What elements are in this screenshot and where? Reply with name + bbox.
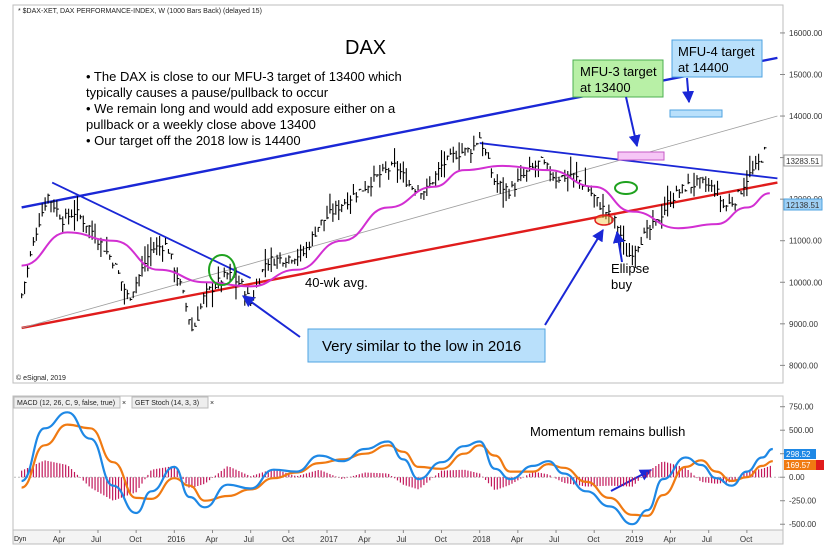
ellipse-buy-marker — [594, 214, 614, 226]
x-tick-label: 2017 — [320, 535, 338, 544]
mfu4-line-1: MFU-4 target — [678, 44, 755, 59]
x-tick-label: Oct — [282, 535, 295, 544]
current-price-tag — [783, 154, 823, 167]
price-y-tick-label: 15000.00 — [789, 70, 823, 79]
mfu4-target-box — [669, 109, 723, 118]
x-tick-label: Apr — [511, 535, 524, 544]
x-tick-label: Oct — [435, 535, 448, 544]
tab-close-icon[interactable]: × — [122, 400, 126, 407]
price-y-tick-label: 9000.00 — [789, 320, 818, 329]
x-tick-label: Apr — [53, 535, 66, 544]
annotation-arrows — [242, 77, 695, 492]
tab-macd[interactable] — [13, 396, 121, 409]
channel-downtrend-2015 — [51, 181, 252, 279]
tab-stoch-label: GET Stoch (14, 3, 3) — [135, 400, 199, 407]
price-y-tick-label: 10000.00 — [789, 278, 823, 287]
mfu4-callout — [671, 39, 763, 78]
mfu3-target-box — [617, 151, 665, 161]
macd-value-label: 298.52 — [786, 450, 811, 459]
ellipse-line-1: Ellipse — [611, 261, 649, 276]
arrow-to-mfu3 — [625, 96, 641, 148]
x-tick-label: Apr — [205, 535, 218, 544]
channel-mid — [21, 115, 778, 329]
channel-downtrend-2018 — [479, 142, 778, 180]
x-axis-ticks: Apr Jul Oct 2016 Apr Jul Oct 2017 Apr Jul Oct 2018 A… — [53, 530, 753, 544]
x-tick-label: 2018 — [473, 535, 491, 544]
x-tick-label: Apr — [664, 535, 677, 544]
ma-price-label: 12138.51 — [786, 201, 820, 210]
symbol-line: * $DAX-XET, DAX PERFORMANCE-INDEX, W (10… — [18, 8, 262, 15]
copyright: © eSignal, 2019 — [16, 374, 66, 382]
tab-stoch[interactable] — [131, 396, 209, 409]
dyn-label[interactable]: Dyn — [14, 536, 27, 543]
macd-y-tick-label: 750.00 — [789, 403, 814, 412]
x-tick-label: Oct — [129, 535, 142, 544]
arrow-to-mfu4 — [682, 77, 695, 104]
x-tick-label: Oct — [587, 535, 600, 544]
macd-y-tick-label: 500.00 — [789, 426, 814, 435]
macd-value-tag — [784, 449, 816, 459]
x-tick-label: Jul — [91, 535, 101, 544]
price-y-tick-label: 14000.00 — [789, 112, 823, 121]
macd-lines — [21, 411, 774, 526]
x-tick-label: Jul — [702, 535, 712, 544]
signal-value-tag — [784, 460, 816, 470]
mfu3-callout — [572, 59, 664, 98]
bullet-line-1: • The DAX is close to our MFU-3 target o… — [86, 69, 402, 84]
histogram-value-tag — [816, 460, 824, 470]
avg-label: 40-wk avg. — [305, 275, 368, 290]
x-tick-label: Jul — [396, 535, 406, 544]
bullet-line-2: typically causes a pause/pullback to occ… — [86, 85, 329, 100]
current-price-label: 13283.51 — [786, 157, 820, 166]
arrow-to-2016-low — [242, 295, 301, 338]
mfu3-line-2: at 13400 — [580, 80, 631, 95]
chart-title: DAX — [345, 37, 386, 59]
macd-y-tick-label: -500.00 — [789, 520, 817, 529]
momentum-label: Momentum remains bullish — [530, 424, 685, 439]
signal-value-label: 169.57 — [786, 461, 811, 470]
bullet-line-3: • We remain long and would add exposure … — [86, 101, 396, 116]
arrow-to-ellipse-buy — [544, 228, 604, 326]
x-tick-label: Oct — [740, 535, 753, 544]
x-tick-label: Apr — [358, 535, 371, 544]
x-tick-label: Jul — [244, 535, 254, 544]
macd-line — [21, 411, 774, 526]
price-y-tick-label: 11000.00 — [789, 237, 822, 246]
bullet-line-5: • Our target off the 2018 low is 14400 — [86, 133, 301, 148]
similar-callout — [307, 328, 546, 363]
price-y-tick-label: 16000.00 — [789, 29, 823, 38]
similar-text: Very similar to the low in 2016 — [322, 338, 521, 355]
mfu3-line-1: MFU-3 target — [580, 64, 657, 79]
price-series — [21, 164, 770, 288]
arrow-momentum — [610, 469, 653, 492]
macd-y-tick-label: -250.00 — [789, 497, 817, 506]
time-axis — [12, 529, 784, 545]
x-tick-label: 2016 — [167, 535, 185, 544]
x-tick-label: 2019 — [625, 535, 643, 544]
tab-close-icon[interactable]: × — [210, 400, 214, 407]
x-tick-label: Jul — [549, 535, 559, 544]
bullet-line-4: pullback or a weekly close above 13400 — [86, 117, 316, 132]
price-y-tick-label: 8000.00 — [789, 361, 818, 370]
bullet-notes: • The DAX is close to our MFU-3 target o… — [86, 69, 402, 148]
tab-macd-label: MACD (12, 26, C, 9, false, true) — [17, 400, 115, 407]
ma-price-tag — [783, 198, 823, 211]
price-bars — [21, 132, 767, 332]
mfu4-line-2: at 14400 — [678, 60, 729, 75]
arrow-ellipse-label — [612, 230, 625, 263]
macd-y-tick-label: 0.00 — [789, 473, 805, 482]
low-2016-ellipse — [208, 254, 236, 286]
channel-lower — [21, 181, 778, 330]
breakout-ellipse — [614, 181, 638, 195]
ellipse-line-2: buy — [611, 277, 632, 292]
moving-average-line — [21, 164, 770, 288]
signal-line — [21, 423, 773, 517]
